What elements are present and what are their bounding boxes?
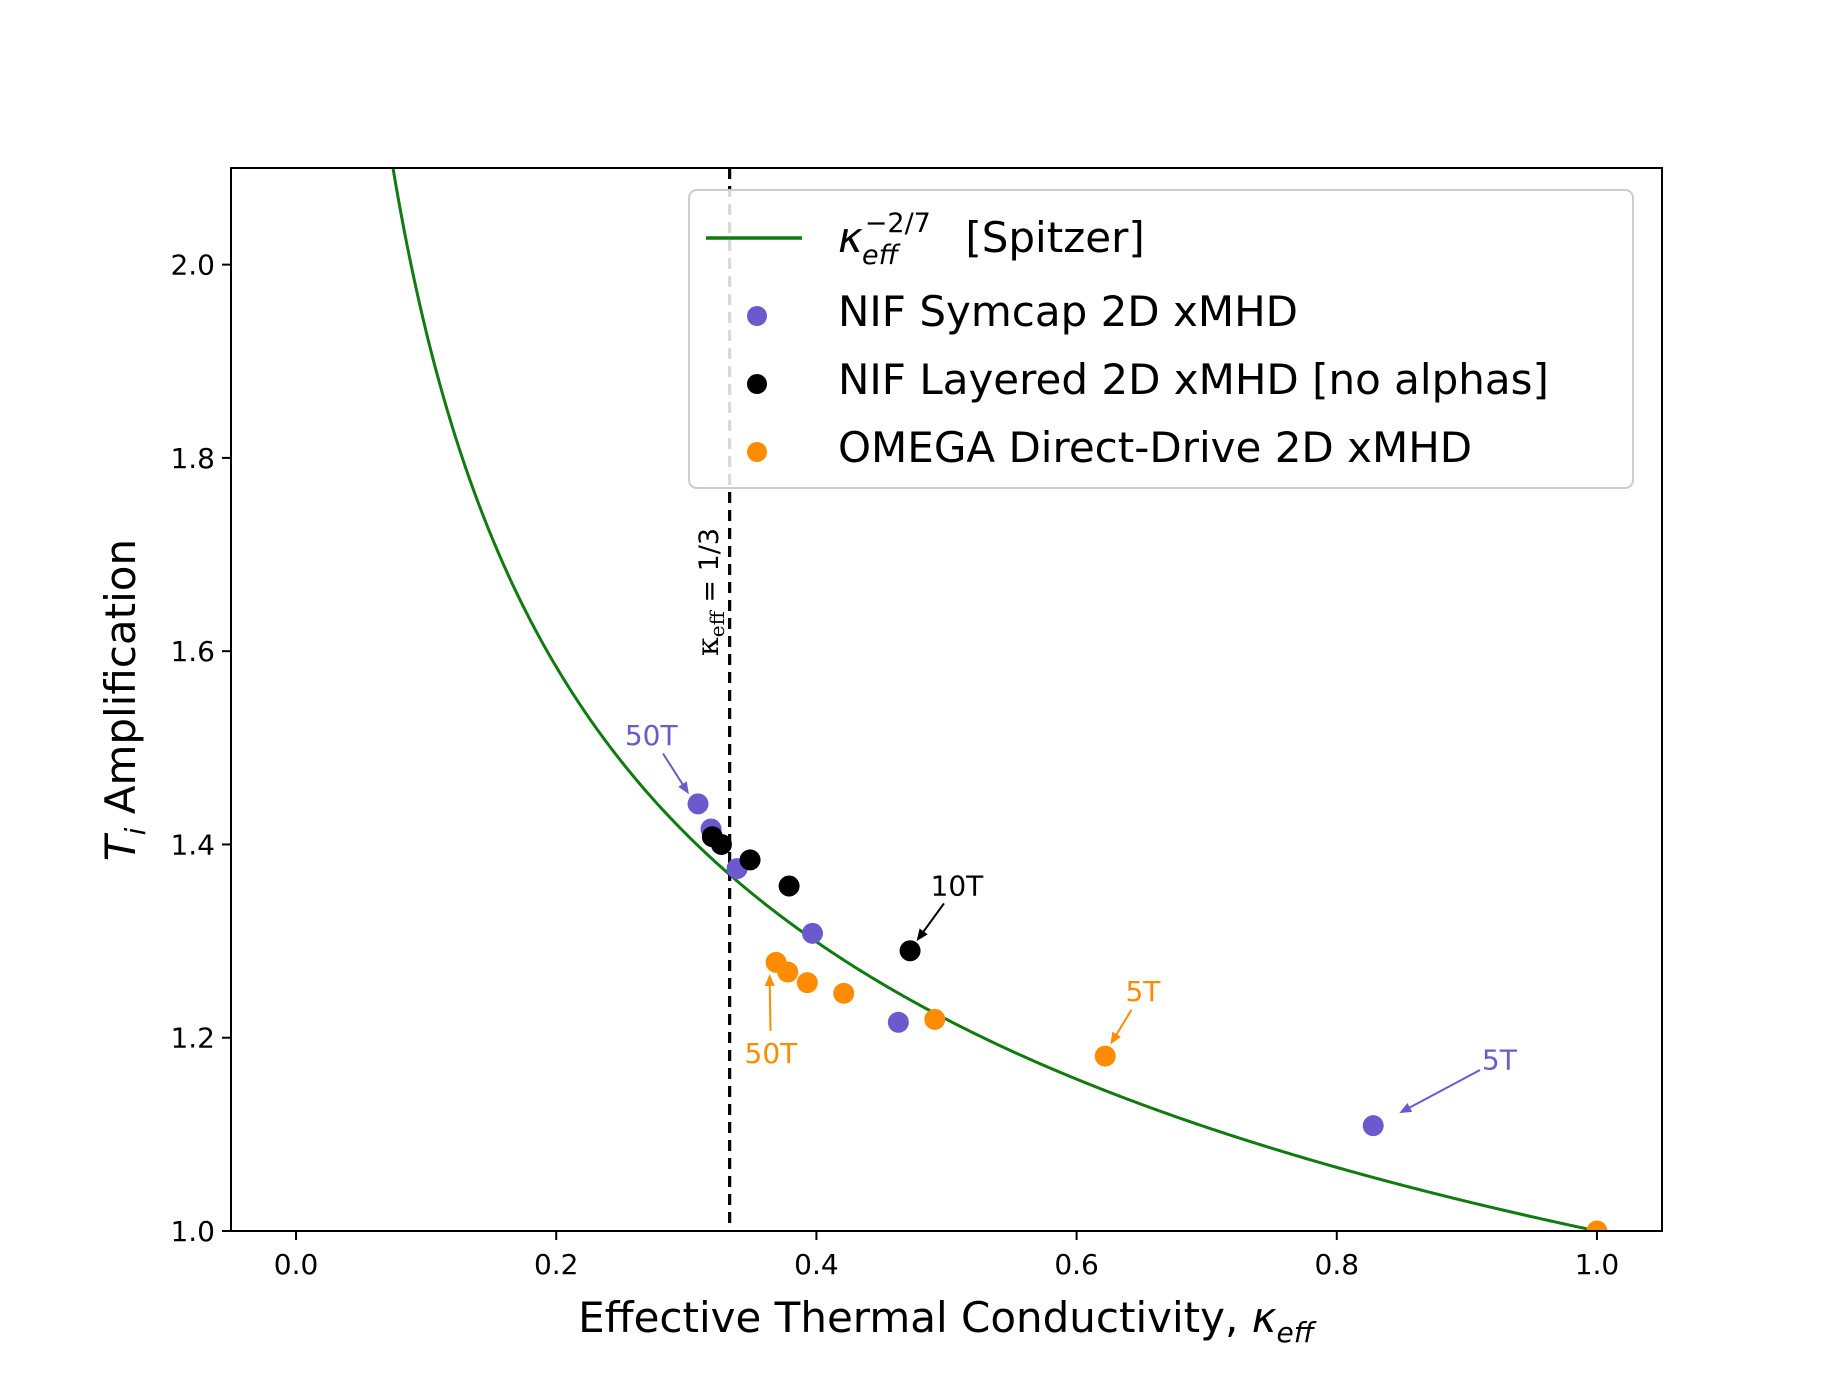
legend-label-omega: OMEGA Direct-Drive 2D xMHD [838,423,1472,472]
annotation-arrow-shaft [662,752,686,788]
x-axis-ticks: 0.0 0.2 0.4 0.6 0.8 1.0 [274,1231,1619,1281]
data-point [924,1008,946,1030]
data-point [1586,1220,1608,1231]
vline-label-symbol: κ [691,637,726,656]
spitzer-curve [391,168,1605,1231]
axes-frame [230,167,1663,1232]
y-tick-label: 2.0 [170,249,215,282]
x-tick-label: 0.2 [534,1248,579,1281]
annotation-label: 5T [1482,1044,1518,1077]
x-tick-label: 0.6 [1054,1248,1099,1281]
annotation-arrow-head [1110,1031,1121,1045]
data-point [833,982,855,1004]
x-axis-label: Effective Thermal Conductivity, κeff [578,1293,1317,1349]
data-point [739,849,761,871]
annotation-label: 50T [745,1037,799,1070]
data-point [899,940,921,962]
legend-marker-layered [747,374,767,394]
data-point [1094,1045,1116,1067]
data-point [796,972,818,994]
data-point [687,793,709,815]
x-tick-label: 1.0 [1575,1248,1620,1281]
y-tick-label: 1.0 [170,1215,215,1248]
y-axis-label-main: Amplification [96,539,145,828]
y-tick-label: 1.2 [170,1022,215,1055]
y-tick-label: 1.8 [170,442,215,475]
annotation-arrow-shaft [920,902,945,936]
y-axis-ticks: 1.0 1.2 1.4 1.6 1.8 2.0 [170,249,231,1248]
legend-label-layered: NIF Layered 2D xMHD [no alphas] [838,355,1549,404]
x-tick-label: 0.4 [794,1248,839,1281]
annotation-label: 5T [1125,975,1161,1008]
annotation-label: 10T [931,870,985,903]
vline-label-rest: = 1/3 [694,528,725,611]
legend-label-symcap: NIF Symcap 2D xMHD [838,287,1298,336]
annotation-label: 50T [625,719,679,752]
data-point [802,922,824,944]
x-tick-label: 0.8 [1315,1248,1360,1281]
x-tick-label: 0.0 [274,1248,319,1281]
data-point [778,875,800,897]
legend-marker-omega [747,442,767,462]
annotation-arrow-head [1399,1103,1413,1114]
legend-box [688,189,1634,489]
annotation-arrow-head [764,973,775,987]
annotation-arrow-head [678,781,689,795]
annotation-arrow-shaft [1405,1069,1481,1111]
vline-label: κeff = 1/3 [691,528,729,656]
y-axis-label-symbol: T [96,832,145,861]
y-tick-label: 1.6 [170,635,215,668]
data-point [710,833,732,855]
data-points [687,793,1608,1231]
legend-curve-sub: eff [862,240,901,271]
x-axis-label-sub: eff [1276,1316,1316,1349]
data-point [1362,1115,1384,1137]
legend-curve-sup: −2/7 [865,208,931,239]
annotation-arrow-shaft [768,981,772,1031]
legend-curve-label: κ−2/7 eff [Spitzer] [838,208,1145,271]
x-axis-label-main: Effective Thermal Conductivity, [578,1293,1252,1342]
y-axis-label-sub: i [119,827,152,835]
y-tick-label: 1.4 [170,828,215,861]
legend: κ−2/7 eff [Spitzer] NIF Symcap 2D xMHD NI… [688,189,1634,489]
annotation-arrow-head [916,928,928,942]
data-point [887,1011,909,1033]
legend-curve-symbol: κ [838,213,863,262]
x-axis-label-symbol: κ [1252,1293,1277,1342]
legend-curve-suffix: [Spitzer] [952,213,1145,262]
legend-marker-symcap [747,306,767,326]
vline-label-sub: eff [705,609,729,637]
annotation-arrow-shaft [1113,1009,1133,1039]
y-axis-label: Ti Amplification [96,539,152,861]
data-point [777,961,799,983]
annotations: 50T 10T 50T 5T 5T [625,719,1518,1114]
plot-area [391,168,1608,1231]
